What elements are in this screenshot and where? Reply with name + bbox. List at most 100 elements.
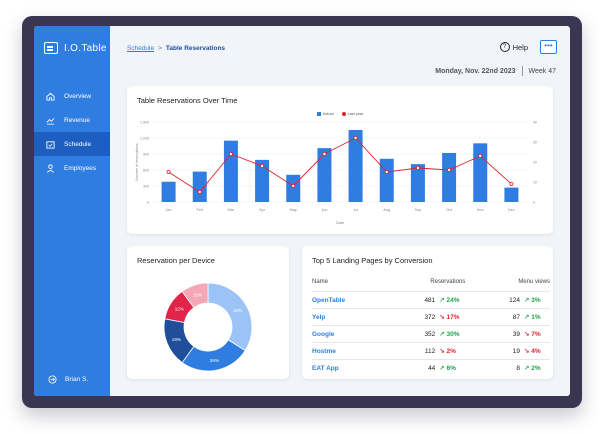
sidebar-item-overview[interactable]: Overview (34, 84, 110, 108)
device-chart-title: Reservation per Device (137, 256, 215, 265)
last-year-point (322, 152, 327, 157)
reservations-value: 372 (424, 314, 436, 321)
landing-title: Top 5 Landing Pages by Conversion (312, 256, 433, 265)
landing-page-link[interactable]: OpenTable (312, 291, 381, 309)
reservations-value: 481 (424, 297, 436, 304)
donut-slice (181, 282, 209, 309)
menu-views-change: ↘ 7% (524, 331, 541, 338)
x-tick-label: Dec (508, 208, 515, 212)
breadcrumb-schedule-link[interactable]: Schedule (127, 45, 155, 52)
last-year-point (166, 170, 171, 175)
chart-legend: Actual Last year (317, 112, 363, 116)
donut-slice-label: 10% (193, 292, 202, 297)
table-row: Hostme 112 ↘ 2% 19 ↘ 4% (312, 342, 550, 360)
logo-icon (44, 42, 58, 54)
y-tick-label: 300 (143, 184, 149, 188)
last-year-point (415, 166, 420, 171)
x-tick-label: Apr (259, 208, 266, 212)
sidebar-item-employees[interactable]: Employees (34, 156, 110, 180)
reservations-value: 352 (424, 331, 436, 338)
menu-views-value: 19 (512, 348, 520, 355)
x-tick-label: Sep (415, 208, 422, 212)
sidebar: I.O.Table Overview Revenue Schedule Empl… (34, 26, 110, 396)
sidebar-item-label: Overview (64, 92, 92, 100)
reservations-cell: 372 ↘ 17% (380, 308, 466, 326)
menu-views-change: ↗ 3% (524, 297, 541, 304)
breadcrumb: Schedule > Table Reservations (127, 45, 225, 52)
app-screen: I.O.Table Overview Revenue Schedule Empl… (34, 26, 570, 396)
y-tick-label: 900 (143, 152, 149, 156)
landing-page-link[interactable]: EAT App (312, 359, 381, 377)
sidebar-item-revenue[interactable]: Revenue (34, 108, 110, 132)
menu-views-change: ↗ 2% (524, 365, 541, 373)
legend-last-year-label: Last year (347, 112, 364, 116)
last-year-line (168, 137, 512, 193)
last-year-point (509, 182, 514, 187)
reservations-value: 112 (424, 348, 436, 355)
legend-last-year-swatch (341, 112, 346, 116)
last-year-point (291, 184, 296, 189)
app-logo[interactable]: I.O.Table (44, 42, 107, 54)
help-button[interactable]: ? Help (499, 42, 528, 52)
last-year-point (197, 190, 202, 195)
x-tick-label: Jul (353, 208, 358, 212)
y2-tick-label: 20 (533, 160, 537, 164)
donut-slice-label: 18% (172, 337, 181, 342)
column-header: Reservations (430, 279, 466, 285)
donut-slice (207, 282, 253, 352)
user-name: Brian S. (65, 376, 89, 383)
x-tick-label: Mar (228, 208, 235, 212)
reservations-value: 44 (428, 365, 436, 373)
x-tick-label: Nov (477, 208, 484, 212)
bar (192, 171, 207, 202)
y-tick-label: 1,500 (140, 120, 149, 124)
landing-pages-card: Top 5 Landing Pages by Conversion Name R… (302, 246, 553, 379)
menu-views-cell: 19 ↘ 4% (465, 342, 550, 360)
x-tick-label: Oct (446, 208, 453, 212)
reservations-change: ↗ 24% (439, 297, 460, 304)
last-year-point (353, 136, 358, 141)
reservations-change: ↗ 6% (439, 365, 456, 373)
last-year-point (478, 154, 483, 159)
person-icon (46, 163, 55, 173)
y-axis-label: Number of reservations (135, 143, 139, 181)
user-menu[interactable]: Brian S. (48, 375, 88, 384)
table-row: Google 352 ↗ 30% 39 ↘ 7% (312, 325, 550, 343)
chart-title: Table Reservations Over Time (137, 96, 238, 105)
landing-page-link[interactable]: Google (312, 325, 381, 343)
bar (255, 159, 270, 202)
date-display: Monday, Nov. 22nd 2023 Week 47 (435, 66, 556, 76)
bar (410, 164, 425, 202)
reservations-chart: 0 300 600 900 1,200 1,500 0 10 20 30 40 Number of r… (135, 120, 537, 225)
reservations-cell: 481 ↗ 24% (380, 291, 466, 309)
logout-icon (48, 375, 57, 384)
legend-actual-swatch (317, 112, 321, 116)
last-year-point (447, 168, 452, 173)
y-tick-label: 1,200 (140, 136, 149, 140)
home-icon (46, 92, 55, 101)
bar (286, 174, 301, 202)
x-tick-label: Jun (321, 208, 327, 212)
bar (223, 140, 238, 202)
x-tick-label: Jan (166, 208, 172, 212)
sidebar-item-schedule[interactable]: Schedule (34, 132, 110, 156)
y2-tick-label: 30 (533, 140, 537, 144)
donut-slice-label: 26% (210, 358, 219, 363)
bar (504, 187, 519, 202)
y-tick-label: 600 (143, 168, 149, 172)
landing-page-link[interactable]: Hostme (312, 342, 381, 360)
last-year-point (384, 170, 389, 175)
date-divider (521, 66, 523, 76)
help-icon: ? (499, 42, 510, 52)
y2-tick-label: 10 (533, 180, 537, 184)
menu-views-cell: 8 ↗ 2% (465, 359, 550, 377)
reservations-change: ↗ 30% (439, 331, 460, 338)
week-number: Week 47 (528, 67, 557, 75)
more-options-button[interactable]: ••• (540, 40, 557, 54)
y2-tick-label: 40 (533, 120, 537, 124)
sidebar-item-label: Revenue (64, 116, 91, 124)
column-header: Menu views (518, 279, 550, 285)
landing-page-link[interactable]: Yelp (312, 308, 381, 326)
trend-icon (46, 117, 55, 124)
device-chart-card: Reservation per Device 34% 26% 18% 12% 10% (127, 246, 289, 379)
